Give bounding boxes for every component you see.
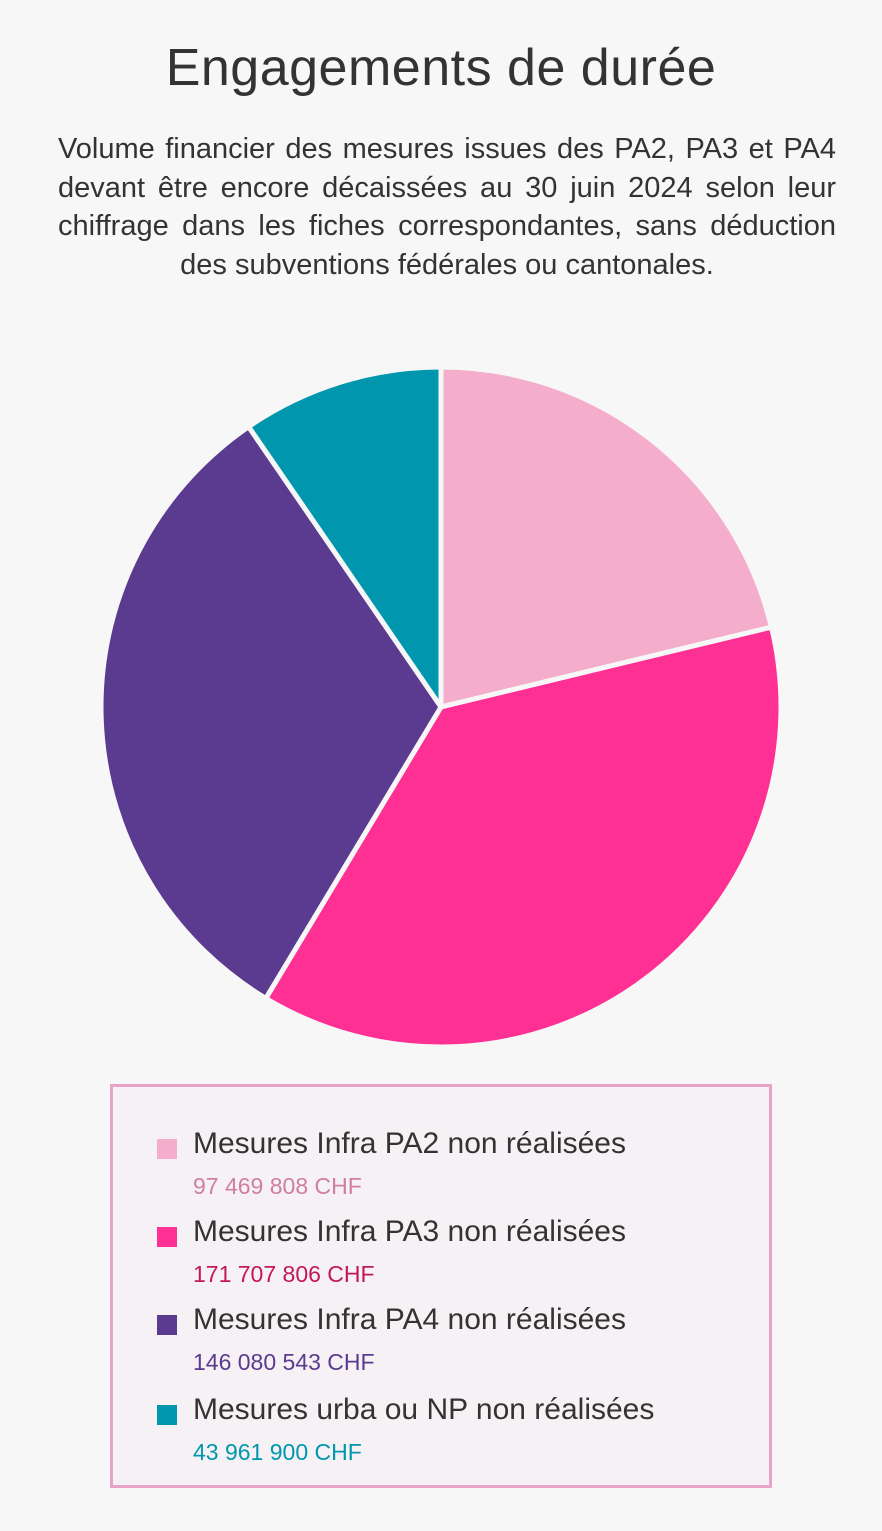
chart-subtitle: Volume financier des mesures issues des … [58,133,836,281]
legend-label-pa4: Mesures Infra PA4 non réalisées [193,1303,626,1336]
legend-swatch-pa4 [157,1315,177,1335]
pie-slice-pa3 [263,624,784,1050]
legend-label-pa2: Mesures Infra PA2 non réalisées [193,1127,626,1160]
legend-label-urba: Mesures urba ou NP non réalisées [193,1393,655,1426]
legend: Mesures Infra PA2 non réalisées 97 469 8… [110,1084,772,1488]
legend-swatch-pa2 [157,1139,177,1159]
legend-swatch-urba [157,1405,177,1425]
legend-swatch-pa3 [157,1227,177,1247]
legend-value-pa2: 97 469 808 CHF [193,1173,362,1199]
pie-slice-pa4 [98,424,444,1001]
legend-value-pa4: 146 080 543 CHF [193,1349,375,1375]
pie-slice-urba [246,364,444,710]
legend-value-pa3: 171 707 806 CHF [193,1261,375,1287]
pie-slice-pa2 [438,364,774,710]
chart-title: Engagements de durée [165,39,717,97]
legend-label-pa3: Mesures Infra PA3 non réalisées [193,1215,626,1248]
legend-value-urba: 43 961 900 CHF [193,1439,362,1465]
